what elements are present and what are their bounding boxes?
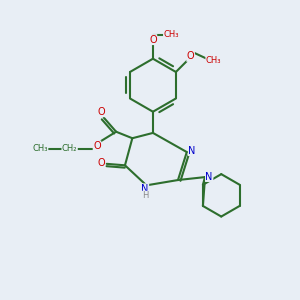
Text: O: O [97, 107, 105, 117]
Text: CH₂: CH₂ [62, 144, 77, 153]
Text: O: O [97, 158, 105, 168]
Text: N: N [141, 184, 149, 194]
Text: CH₃: CH₃ [206, 56, 221, 65]
Text: CH₃: CH₃ [32, 144, 48, 153]
Text: H: H [142, 191, 148, 200]
Text: O: O [187, 51, 194, 62]
Text: O: O [93, 141, 101, 151]
Text: O: O [149, 34, 157, 45]
Text: N: N [206, 172, 213, 182]
Text: CH₃: CH₃ [164, 30, 179, 39]
Text: N: N [188, 146, 196, 156]
